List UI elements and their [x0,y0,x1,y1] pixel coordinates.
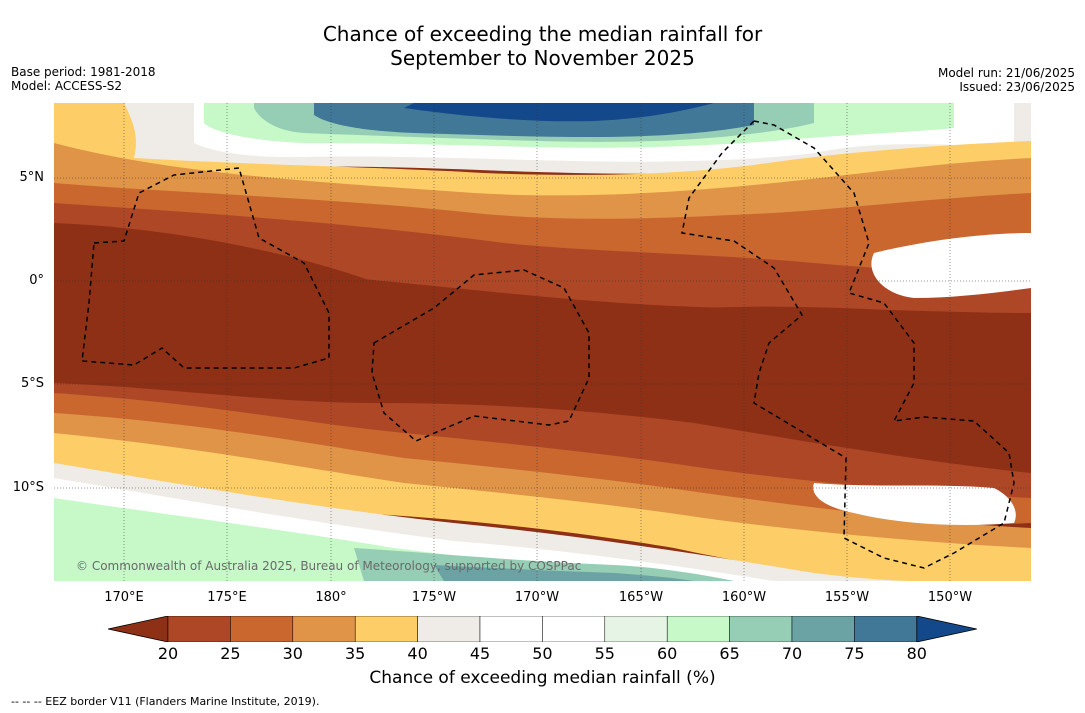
map-copyright: © Commonwealth of Australia 2025, Bureau… [76,559,581,573]
colorbar-segment [417,616,481,642]
colorbar-segment [479,616,543,642]
lon-label-175w: 175°W [411,590,457,605]
title-line-2: September to November 2025 [390,46,695,70]
graticule [54,103,1031,581]
south-rust-band [54,383,1031,503]
colorbar-tick-label: 30 [282,644,303,663]
colorbar-tick-label: 35 [345,644,366,663]
north-rust-band [54,203,1031,313]
south-light-orange-band [54,413,1031,549]
colorbar-tick-label: 75 [844,644,865,663]
east-white-patch [871,233,1031,298]
north-darkblue-zone [404,103,714,122]
model-name: Model: ACCESS-S2 [11,79,123,93]
lon-label-155w: 155°W [824,590,870,605]
eez-kiribati-phoenix [371,269,590,442]
colorbar-tick-label: 20 [157,644,179,663]
colorbar-segment [354,616,418,642]
colorbar-segment [854,616,918,642]
southeast-white-patch [813,483,1016,525]
eez-borders [81,120,1015,569]
lon-label-170e: 170°E [104,590,144,605]
lat-label-10s: 10°S [12,480,44,495]
colorbar-tick-label: 80 [906,644,927,663]
colorbar-tick-label: 40 [407,644,428,663]
issued-date: Issued: 23/06/2025 [959,80,1075,94]
lat-label-5s: 5°S [20,376,44,391]
eez-legend: -- -- -- EEZ border V11 (Flanders Marine… [11,695,320,708]
south-green-zone [54,498,694,581]
title-line-1: Chance of exceeding the median rainfall … [322,22,763,46]
south-orange-band [54,393,1031,524]
colorbar-tick-label: 50 [532,644,553,663]
colorbar-segment [729,616,793,642]
south-yellow-band [54,433,1031,581]
lon-label-180: 180° [315,590,347,605]
south-blue-zone [434,565,694,581]
colorbar-segment [604,616,668,642]
colorbar-segment [791,616,855,642]
lon-label-150w: 150°W [927,590,973,605]
colorbar-segment [542,616,606,642]
colorbar-tick-label: 55 [594,644,615,663]
equatorial-dry-band [54,223,1031,473]
colorbar-tick-label: 25 [220,644,241,663]
colorbar [108,616,977,642]
colorbar-tick-label: 70 [781,644,803,663]
colorbar-extend-low [108,616,169,642]
base-period: Base period: 1981-2018 [11,65,156,79]
lat-label-5n: 5°N [19,170,45,185]
colorbar-segment [292,616,356,642]
lon-label-165w: 165°W [618,590,664,605]
meta-left: Base period: 1981-2018 Model: ACCESS-S2 [11,65,156,93]
colorbar-extend-high [916,616,977,642]
colorbar-tick-label: 45 [469,644,491,663]
meta-right: Model run: 21/06/2025 Issued: 23/06/2025 [938,66,1075,94]
lon-label-160w: 160°W [721,590,767,605]
colorbar-tick-label: 60 [657,644,678,663]
colorbar-segment [230,616,294,642]
colorbar-segment [167,616,231,642]
colorbar-segment [666,616,730,642]
model-run: Model run: 21/06/2025 [937,66,1075,80]
eez-kiribati-line [681,120,1015,569]
lon-label-175e: 175°E [207,590,247,605]
rainfall-map: © Commonwealth of Australia 2025, Bureau… [54,103,1031,581]
colorbar-title: Chance of exceeding median rainfall (%) [369,668,716,688]
lat-label-0: 0° [29,273,44,288]
colorbar-tick-label: 65 [719,644,740,663]
map-title: Chance of exceeding the median rainfall … [0,22,1085,70]
north-orange-band [54,183,1031,285]
lon-label-170w: 170°W [514,590,560,605]
